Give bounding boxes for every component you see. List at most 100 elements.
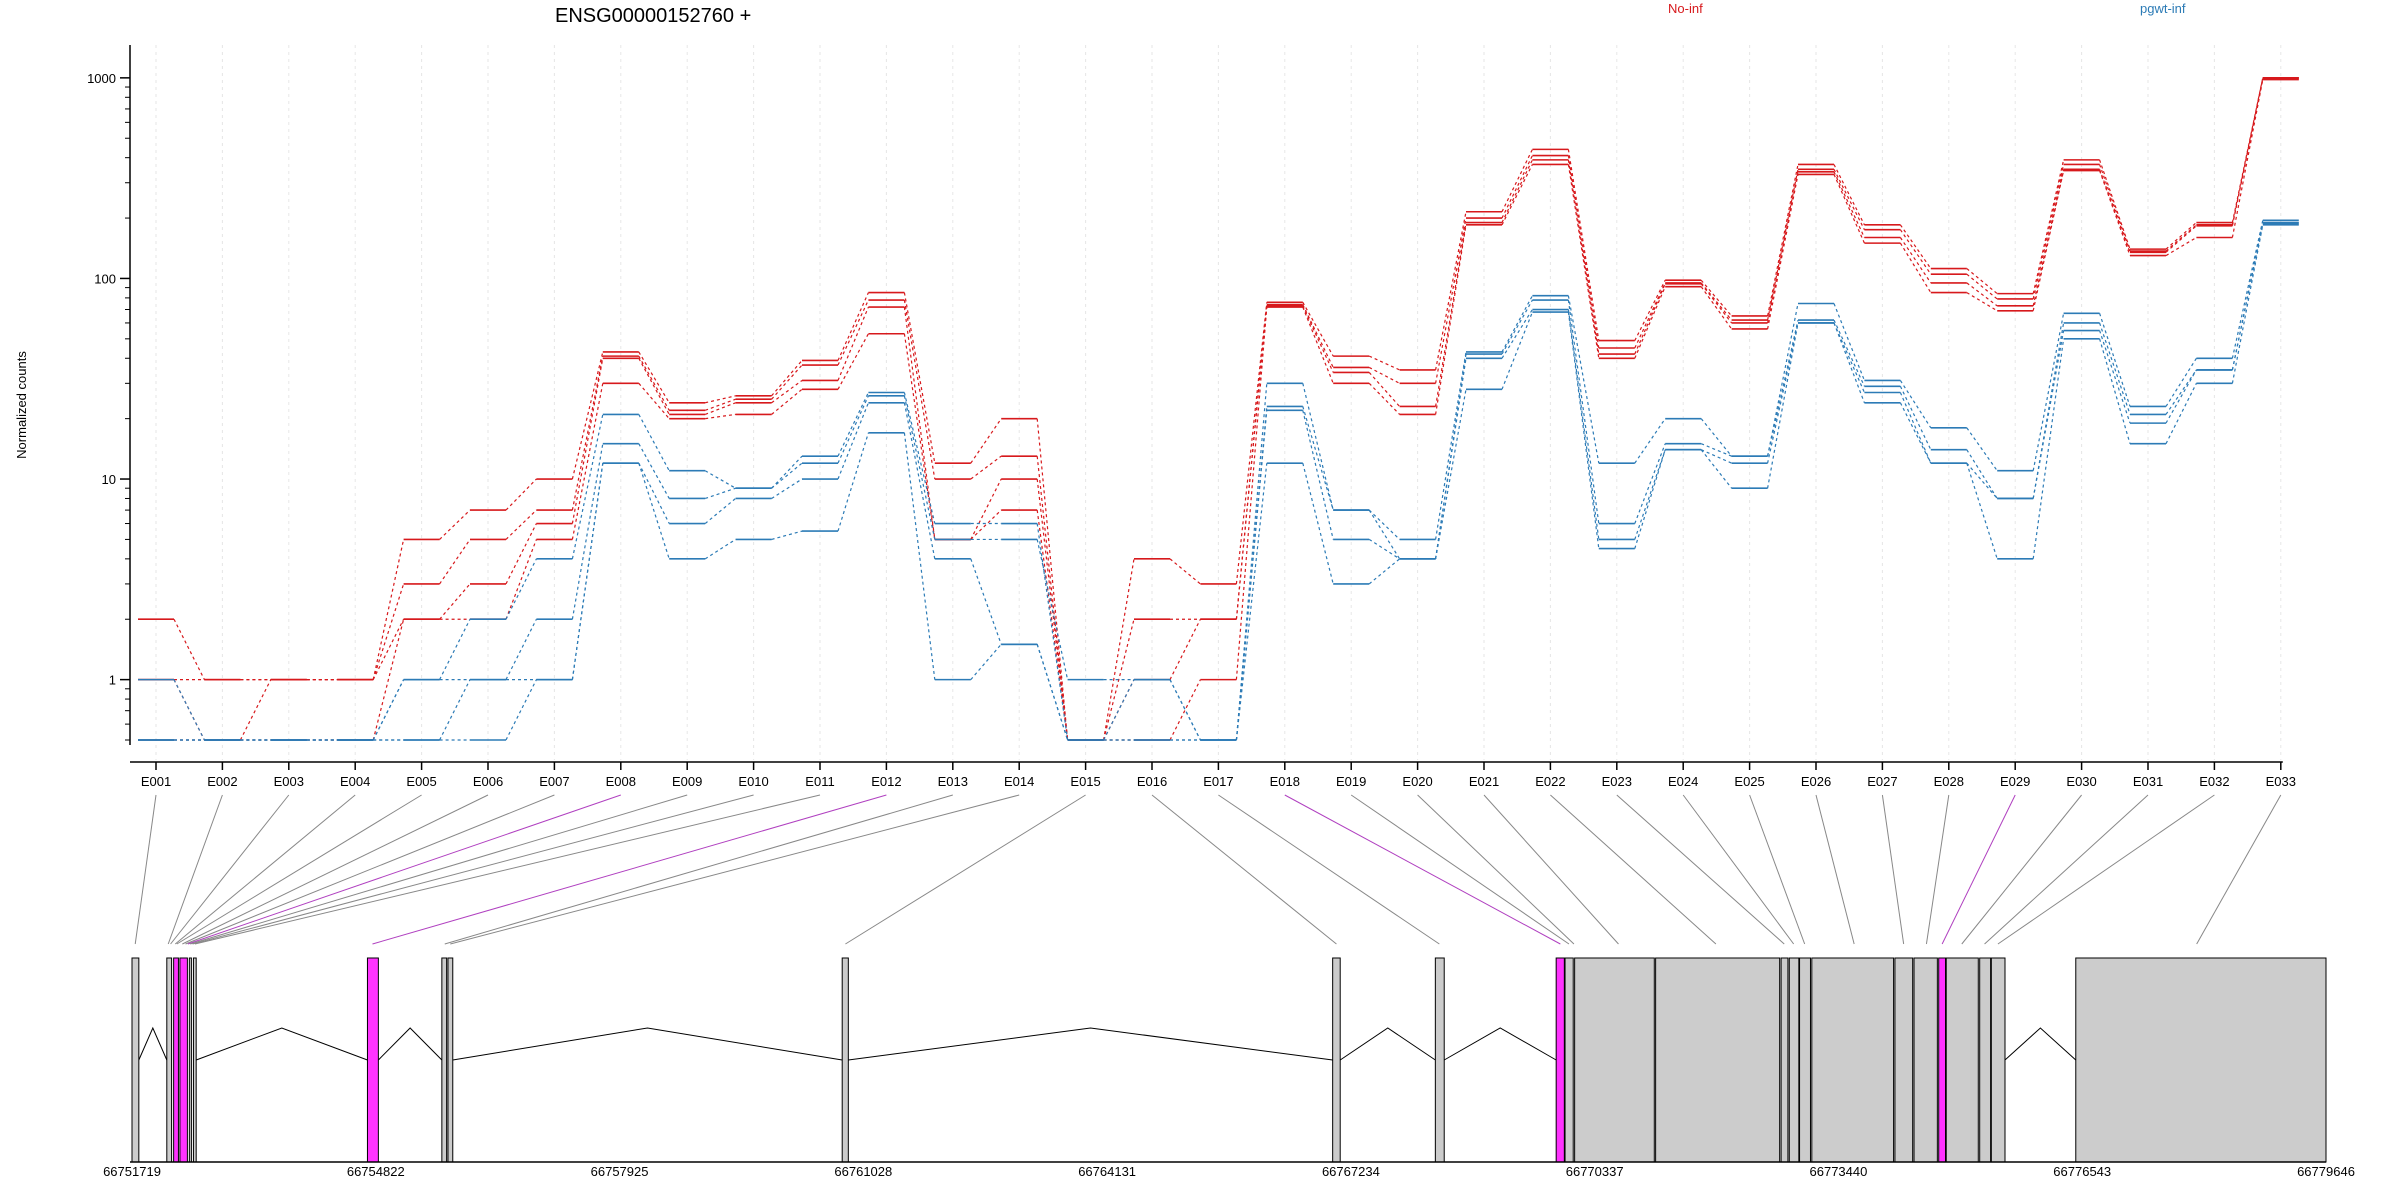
x-tick-label: E006 xyxy=(473,774,503,789)
bin-link xyxy=(167,794,223,945)
series-connector xyxy=(1501,299,1533,355)
exon-highlight xyxy=(366,957,379,1163)
x-tick-label: E029 xyxy=(2000,774,2030,789)
series-connector xyxy=(1036,644,1069,741)
series-connector xyxy=(505,558,537,620)
exon-highlight xyxy=(1555,957,1565,1163)
series-connector xyxy=(2165,225,2197,253)
series-connector xyxy=(2099,170,2131,256)
series-connector xyxy=(2032,169,2065,306)
bin-link xyxy=(444,794,953,945)
series-connector xyxy=(2231,79,2264,238)
series-connector xyxy=(1368,372,1401,407)
series-connector xyxy=(837,432,869,532)
x-tick-label: E031 xyxy=(2133,774,2163,789)
x-tick-label: E027 xyxy=(1867,774,1897,789)
y-axis-label: Normalized counts xyxy=(14,351,29,459)
bin-link xyxy=(192,794,754,945)
series-connector xyxy=(1767,171,1799,324)
chart-title: ENSG00000152760 + xyxy=(555,5,751,27)
bin-link xyxy=(1616,794,1785,945)
bin-link xyxy=(1151,794,1337,945)
exon xyxy=(447,957,454,1163)
x-tick-label: E021 xyxy=(1469,774,1499,789)
bin-link xyxy=(1941,794,2016,945)
series-connector xyxy=(1302,410,1334,540)
intron-line xyxy=(2004,1027,2077,1061)
series-connector xyxy=(505,509,537,540)
series-connector xyxy=(1103,679,1135,741)
series-connector xyxy=(2231,78,2264,226)
bin-link xyxy=(194,794,821,945)
series-connector xyxy=(2032,313,2065,471)
series-connector xyxy=(1700,279,1733,317)
series-connector xyxy=(970,509,1002,540)
bin-link xyxy=(1350,794,1570,945)
intron-line xyxy=(452,1027,843,1061)
series-connector xyxy=(837,392,869,457)
series-connector xyxy=(1567,149,1600,341)
bin-link xyxy=(1682,794,1795,945)
bin-link xyxy=(190,794,688,945)
series-connector xyxy=(903,333,936,540)
x-tick-label: E028 xyxy=(1934,774,1964,789)
series-connector xyxy=(1899,392,1932,464)
series-connector xyxy=(771,360,803,397)
x-tick-label: E030 xyxy=(2066,774,2096,789)
bin-link xyxy=(1417,794,1575,945)
x-tick-label: E015 xyxy=(1070,774,1100,789)
series-connector xyxy=(173,679,205,741)
bin-link xyxy=(1881,794,1905,945)
series-connector xyxy=(705,487,736,500)
series-connector xyxy=(970,558,1002,645)
series-connector xyxy=(704,398,736,411)
series-connector xyxy=(1899,237,1932,284)
series-connector xyxy=(837,306,869,381)
series-connector xyxy=(2099,313,2131,407)
series-connector xyxy=(1169,679,1201,741)
series-connector xyxy=(1833,319,1865,387)
bin-link xyxy=(1550,794,1717,945)
series-connector xyxy=(1966,427,1998,472)
series-connector xyxy=(1435,211,1467,371)
x-tick-label: E011 xyxy=(805,774,834,789)
series-connector xyxy=(2165,383,2197,444)
series-connector xyxy=(571,443,604,620)
series-connector xyxy=(1036,478,1069,741)
x-tick-label: E017 xyxy=(1203,774,1233,789)
series-connector xyxy=(1700,418,1733,457)
series-connector xyxy=(2165,357,2197,407)
series-connector xyxy=(2099,322,2131,415)
exon xyxy=(131,957,140,1163)
series-connector xyxy=(1634,443,1666,524)
series-layer xyxy=(138,77,2299,741)
intron-line xyxy=(196,1027,368,1061)
series-connector xyxy=(1235,463,1268,741)
series-connector xyxy=(1767,303,1799,457)
exon-highlight xyxy=(1938,957,1947,1163)
series-connector xyxy=(2099,338,2131,444)
bin-link xyxy=(372,794,887,945)
series-connector xyxy=(1169,558,1201,585)
genomic-tick-label: 66767234 xyxy=(1322,1164,1380,1179)
series-connector xyxy=(1368,509,1401,540)
exon xyxy=(1574,957,1655,1163)
series-connector xyxy=(1302,304,1334,368)
series-connector xyxy=(1767,169,1799,321)
series-connector xyxy=(837,299,869,366)
series-connector xyxy=(1169,679,1201,741)
x-tick-label: E013 xyxy=(938,774,968,789)
x-tick-label: E007 xyxy=(539,774,569,789)
exon xyxy=(1979,957,1992,1163)
series-connector xyxy=(1169,679,1201,741)
series-connector xyxy=(1368,558,1400,585)
series-connector xyxy=(1501,295,1533,353)
exon xyxy=(1332,957,1341,1163)
series-connector xyxy=(1567,295,1600,464)
series-connector xyxy=(837,292,869,361)
series-connector xyxy=(1368,509,1401,560)
series-connector xyxy=(638,357,670,415)
exon xyxy=(1564,957,1574,1163)
exon xyxy=(441,957,448,1163)
exon xyxy=(841,957,849,1163)
